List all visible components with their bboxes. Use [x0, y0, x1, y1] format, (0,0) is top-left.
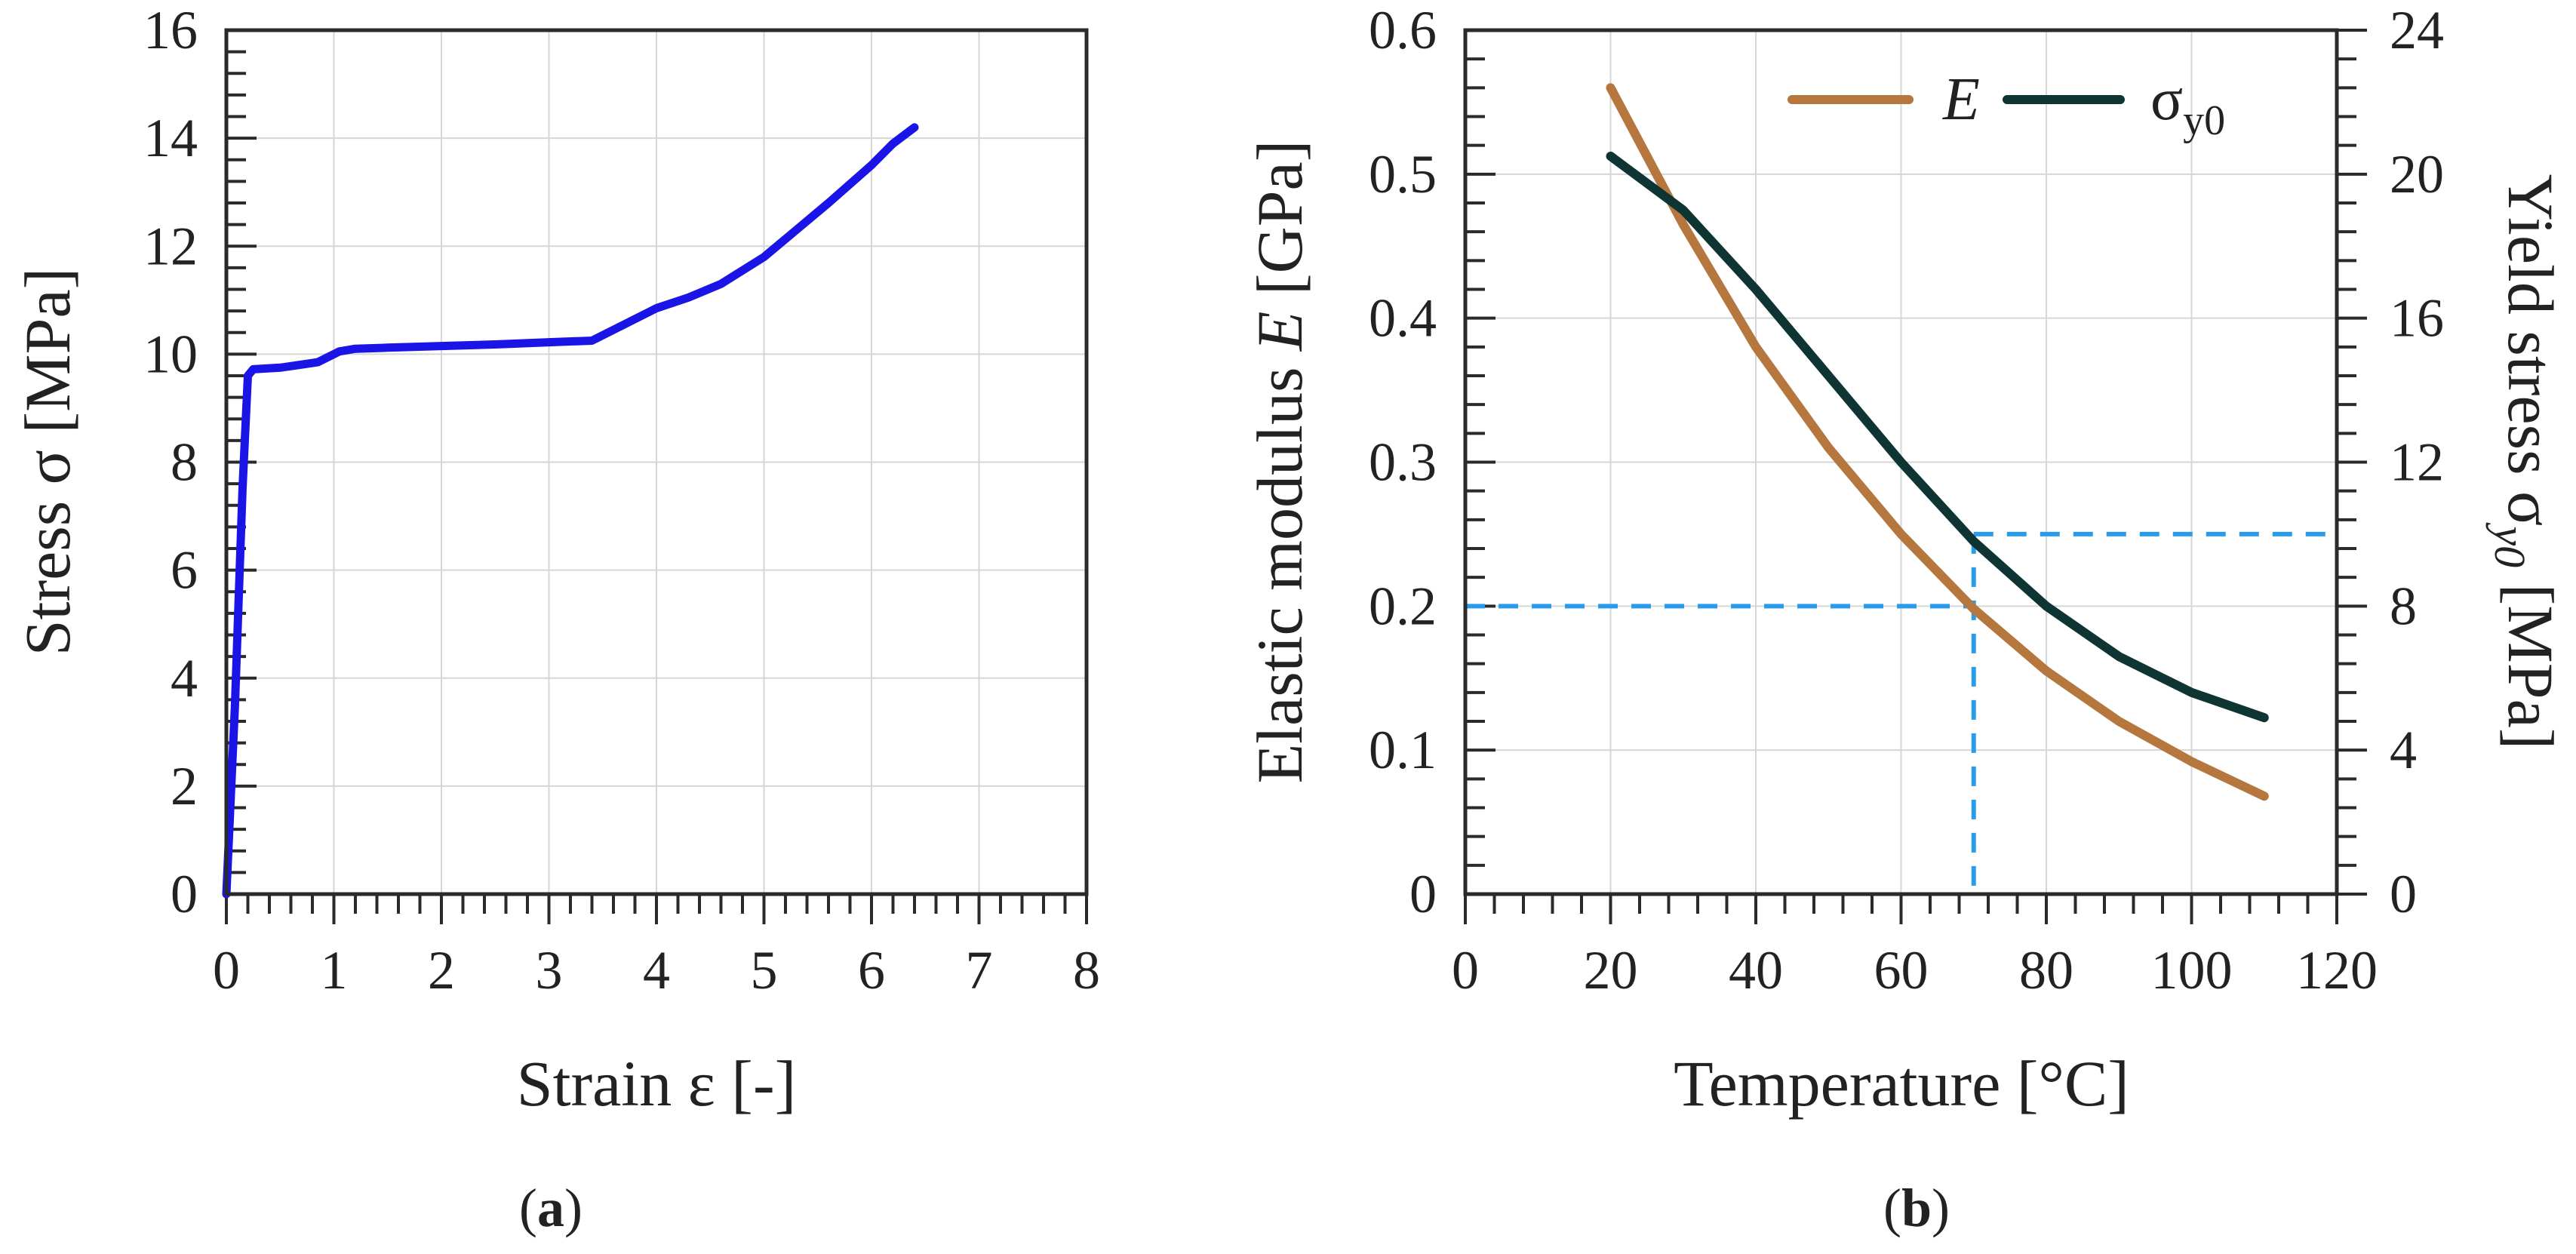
x-tick-label: 8 — [1073, 940, 1100, 1000]
legend-label-sigma: σy0 — [2150, 66, 2225, 144]
y2-tick-label: 8 — [2390, 576, 2417, 636]
x-tick-label: 80 — [2019, 940, 2073, 1000]
x-tick-label: 0 — [1452, 940, 1479, 1000]
chart-a-frame — [224, 28, 1089, 896]
series-line-stress-strain — [222, 123, 919, 899]
y2-tick-label: 20 — [2390, 144, 2444, 204]
y2-tick-label: 0 — [2390, 864, 2417, 924]
y-tick-label: 4 — [171, 648, 198, 708]
y-tick-label: 12 — [143, 216, 198, 276]
y-tick-label: 10 — [143, 324, 198, 384]
x-tick-label: 1 — [321, 940, 348, 1000]
y2-tick-label: 4 — [2390, 720, 2417, 780]
chart-b-reference-lines — [1465, 531, 2337, 894]
chart-a-grid — [226, 29, 1087, 895]
y-tick-label: 0.5 — [1369, 144, 1437, 204]
chart-b-x-tick-labels: 0 20 40 60 80 100 120 — [1452, 940, 2378, 1000]
x-tick-label: 6 — [858, 940, 885, 1000]
x-tick-label: 7 — [966, 940, 993, 1000]
y2-tick-label: 24 — [2390, 0, 2444, 60]
chart-a-x-axis-title: Strain ε [-] — [517, 1047, 796, 1120]
chart-b-x-axis-title: Temperature [°C] — [1674, 1047, 2129, 1120]
y-tick-label: 0.4 — [1369, 288, 1437, 349]
y-tick-label: 2 — [171, 756, 198, 816]
chart-b-minor-ticks — [1464, 29, 2367, 924]
y2-tick-label: 16 — [2390, 288, 2444, 349]
y-tick-label: 14 — [143, 108, 198, 168]
x-tick-label: 5 — [751, 940, 778, 1000]
chart-b-legend: E σy0 — [1788, 66, 2225, 144]
y-tick-label: 16 — [143, 0, 198, 60]
chart-b-y2-tick-labels: 0 4 8 12 16 20 24 — [2390, 0, 2444, 924]
chart-b-y-axis-title: Elastic modulus E [GPa] — [1243, 140, 1316, 784]
chart-a-panel-label: (a) — [519, 1178, 583, 1238]
y-tick-label: 0.3 — [1369, 432, 1437, 493]
chart-b-y-tick-labels: 0 0.1 0.2 0.3 0.4 0.5 0.6 — [1369, 0, 1437, 924]
chart-b-frame — [1463, 28, 2339, 896]
x-tick-label: 100 — [2151, 940, 2233, 1000]
legend-label-e: E — [1942, 66, 1980, 133]
y-tick-label: 6 — [171, 540, 198, 601]
chart-a-x-tick-labels: 0 1 2 3 4 5 6 7 8 — [213, 940, 1100, 1000]
chart-b-panel-label: (b) — [1883, 1178, 1950, 1238]
y-tick-label: 0.2 — [1369, 576, 1437, 636]
chart-a-y-axis-title: Stress σ [MPa] — [11, 268, 84, 656]
chart-b-y2-axis-title: Yield stress σy0 [MPa] — [2485, 174, 2567, 750]
x-tick-label: 120 — [2296, 940, 2378, 1000]
y-tick-label: 0 — [1409, 864, 1437, 924]
y-tick-label: 0.1 — [1369, 720, 1437, 780]
chart-a-y-tick-labels: 0 2 4 6 8 10 12 14 16 — [143, 0, 198, 924]
series-line-e — [1606, 83, 2269, 801]
x-tick-label: 40 — [1729, 940, 1783, 1000]
x-tick-label: 2 — [428, 940, 455, 1000]
x-tick-label: 20 — [1584, 940, 1638, 1000]
chart-b: 0 20 40 60 80 100 120 0 0.1 0.2 0.3 0.4 0.5 0.6 0 4 8 1… — [1243, 0, 2567, 1238]
x-tick-label: 3 — [536, 940, 563, 1000]
y-tick-label: 8 — [171, 432, 198, 493]
y-tick-label: 0 — [171, 864, 198, 924]
y-tick-label: 0.6 — [1369, 0, 1437, 60]
x-tick-label: 60 — [1874, 940, 1929, 1000]
x-tick-label: 0 — [213, 940, 240, 1000]
chart-a-series — [222, 123, 919, 899]
series-line-sigma — [1606, 152, 2269, 723]
y2-tick-label: 12 — [2390, 432, 2444, 493]
x-tick-label: 4 — [643, 940, 670, 1000]
chart-b-series — [1606, 83, 2269, 801]
